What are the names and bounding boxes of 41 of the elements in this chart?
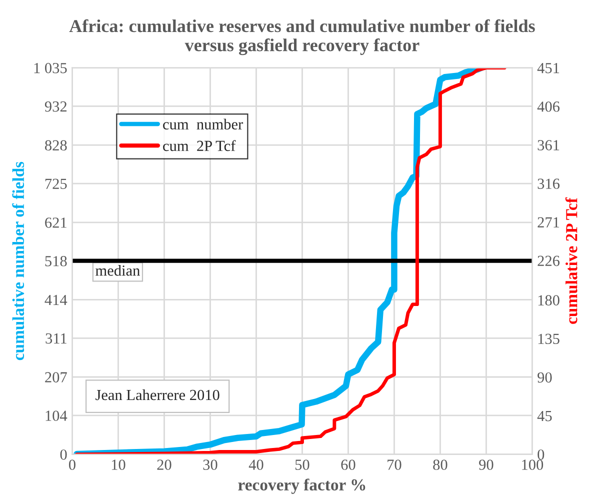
y-tick-label: 414 [44,294,68,305]
x-axis-title: recovery factor % [238,478,366,494]
y-tick-label: 104 [46,410,68,421]
y-axis-title: cumulative number of fields [12,162,24,360]
chart-title: Africa: cumulative reserves and cumulative number of fields versus gasfield recovery factor [69,19,535,56]
x-tick-label: 90 [479,460,494,470]
x-tick-label: 100 [522,460,544,470]
y2-tick-label: 451 [537,62,560,74]
legend-label: cum number [163,118,243,130]
y-tick-label: 207 [45,372,67,382]
x-tick-label: 0 [68,460,76,470]
y2-tick-label: 180 [538,295,560,306]
annotation: Jean Laherrere 2010 [96,389,220,400]
y2-tick-label: 271 [538,217,560,228]
y-tick-label: 828 [45,140,67,151]
y2-tick-label: 361 [538,140,560,150]
y-tick-label: 621 [45,218,66,228]
y-tick-label: 518 [45,256,67,266]
y2-tick-label: 226 [538,256,560,266]
y2-tick-label: 0 [538,449,544,460]
y-tick-label: 0 [60,449,67,460]
y2-tick-label: 45 [537,410,552,422]
x-tick-label: 80 [433,460,448,470]
x-tick-label: 30 [203,460,218,470]
y2-tick-label: 316 [538,178,560,189]
legend-label: cum 2P Tcf [163,140,236,152]
ref-line-label: median [96,265,140,276]
x-tick-label: 40 [248,460,264,470]
y-tick-label: 725 [45,178,67,189]
y2-tick-label: 90 [538,372,552,383]
y2-axis-title: cumulative 2P Tcf [565,197,578,324]
y-tick-label: 311 [46,333,66,344]
y-tick-label: 1 035 [34,62,67,74]
y2-tick-label: 135 [538,334,560,344]
x-tick-label: 60 [341,460,356,470]
y2-tick-label: 406 [537,101,560,112]
x-tick-label: 20 [157,460,172,470]
x-tick-label: 70 [388,460,402,470]
y-tick-label: 932 [44,101,67,112]
x-tick-label: 50 [295,460,310,470]
x-tick-label: 10 [112,460,126,470]
